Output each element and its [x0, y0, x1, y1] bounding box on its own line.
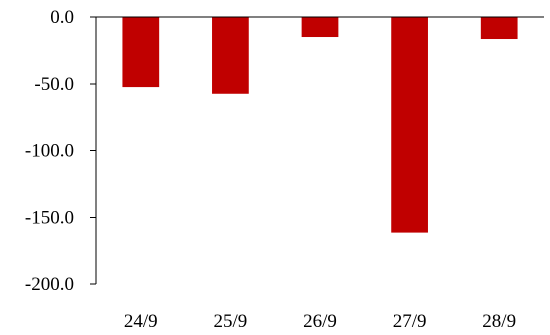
- bar-27-9: [391, 17, 428, 233]
- x-tick-label: 25/9: [214, 311, 248, 332]
- x-tick-label: 26/9: [303, 311, 337, 332]
- bar-24-9: [122, 17, 160, 88]
- bar-28-9: [480, 17, 518, 40]
- y-tick-label: -50.0: [34, 74, 74, 95]
- x-axis: 24/9 25/9 26/9 27/9 28/9: [96, 16, 544, 332]
- y-tick-label: -150.0: [25, 207, 74, 228]
- y-tick-label: -100.0: [25, 141, 74, 162]
- x-tick-label: 28/9: [482, 311, 516, 332]
- bars: [122, 17, 518, 233]
- bar-26-9: [301, 17, 339, 38]
- bar-25-9: [212, 17, 249, 94]
- x-tick-label: 27/9: [393, 311, 427, 332]
- y-tick-label: -200.0: [25, 274, 74, 295]
- y-tick-label: 0.0: [50, 7, 74, 28]
- x-tick-label: 24/9: [124, 311, 158, 332]
- y-axis: 0.0 -50.0 -100.0 -150.0 -200.0: [25, 7, 97, 295]
